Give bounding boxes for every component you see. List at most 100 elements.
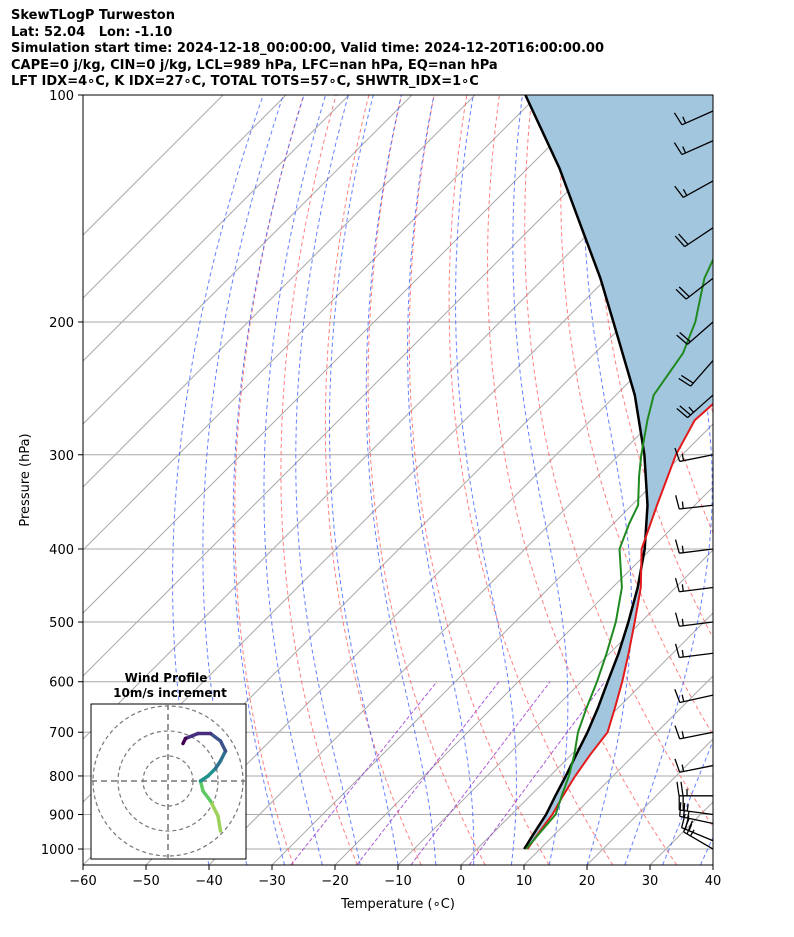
wind-barb-flag bbox=[680, 813, 686, 828]
wind-barb bbox=[675, 495, 714, 510]
dry-adiabat bbox=[524, 95, 713, 828]
wind-barb-staff bbox=[683, 831, 714, 850]
y-tick-label: 600 bbox=[49, 676, 74, 691]
isotherm-line bbox=[334, 486, 713, 865]
wind-barb-staff bbox=[679, 815, 714, 825]
wind-barb-half-flag bbox=[689, 829, 695, 837]
chart-title: SkewTLogP Turweston Lat: 52.04 Lon: -1.10… bbox=[11, 8, 604, 91]
wind-barb bbox=[676, 781, 713, 797]
isotherm-line bbox=[145, 297, 713, 865]
hodograph-trace-segment bbox=[206, 766, 218, 778]
y-tick-label: 900 bbox=[49, 809, 74, 824]
wind-barb-half-flag bbox=[682, 146, 687, 154]
moist-adiabat bbox=[232, 95, 305, 865]
wind-barb-flag bbox=[679, 802, 682, 817]
dewpoint-line bbox=[525, 257, 713, 850]
wind-barb-half-flag bbox=[681, 545, 684, 553]
x-tick-label: −50 bbox=[132, 874, 159, 889]
dry-adiabat bbox=[760, 95, 794, 865]
y-tick-label: 200 bbox=[49, 316, 74, 331]
wind-barb-flag bbox=[673, 142, 683, 155]
isotherm-line bbox=[83, 95, 224, 236]
dry-adiabat bbox=[280, 95, 358, 865]
isotherm-line bbox=[83, 95, 539, 551]
wind-barb-flag bbox=[674, 235, 686, 248]
wind-barb-staff bbox=[690, 360, 714, 387]
moist-adiabat bbox=[263, 95, 326, 865]
wind-barb-half-flag bbox=[681, 453, 685, 461]
wind-barb-flag bbox=[674, 689, 681, 703]
wind-barb-half-flag bbox=[686, 811, 690, 819]
isotherm-line bbox=[83, 95, 287, 299]
y-tick-label: 500 bbox=[49, 616, 74, 631]
wind-barb bbox=[674, 643, 714, 659]
wind-barb-flag bbox=[675, 495, 680, 510]
hodograph-trace-segment bbox=[218, 739, 228, 753]
wind-barb-flag bbox=[676, 781, 680, 796]
wind-barb-staff bbox=[679, 621, 714, 627]
title-line-location: Lat: 52.04 Lon: -1.10 bbox=[11, 24, 173, 40]
wind-barb-staff bbox=[682, 180, 714, 198]
wind-barb bbox=[674, 539, 714, 554]
title-line-indices-2: LFT IDX=4∘C, K IDX=27∘C, TOTAL TOTS=57∘C… bbox=[11, 74, 479, 89]
y-tick-label: 800 bbox=[49, 770, 74, 785]
isotherm-line bbox=[397, 549, 713, 865]
wind-barb-half-flag bbox=[681, 731, 685, 739]
wind-barb bbox=[674, 577, 714, 593]
wind-barb-staff bbox=[679, 586, 714, 593]
wind-barb-flag bbox=[674, 539, 680, 554]
x-tick-label: 20 bbox=[579, 874, 596, 889]
moist-adiabat bbox=[512, 95, 569, 865]
wind-barb bbox=[674, 180, 714, 198]
wind-barb-half-flag bbox=[688, 824, 693, 831]
dry-adiabat bbox=[487, 95, 678, 865]
wind-barb bbox=[673, 140, 714, 156]
wind-barb-flag bbox=[673, 112, 683, 126]
hodograph-trace-segment bbox=[181, 736, 188, 746]
wind-barb-flag bbox=[678, 286, 690, 298]
x-tick-label: −20 bbox=[321, 874, 348, 889]
y-tick-label: 700 bbox=[49, 726, 74, 741]
wind-barb-flag bbox=[676, 408, 689, 419]
wind-barb-staff bbox=[681, 110, 714, 126]
wind-barb-staff bbox=[687, 394, 714, 419]
title-line-station: SkewTLogP Turweston bbox=[11, 8, 175, 23]
wind-barb-flag bbox=[674, 447, 681, 462]
hodograph-trace-segment bbox=[218, 749, 228, 763]
wind-barb-flag bbox=[674, 643, 680, 658]
x-tick-label: −30 bbox=[258, 874, 285, 889]
wind-barb-flag bbox=[674, 577, 680, 592]
moist-adiabat bbox=[365, 95, 437, 865]
wind-barb-half-flag bbox=[681, 764, 685, 772]
isotherm-line bbox=[83, 95, 665, 677]
hodograph-trace-segment bbox=[216, 814, 223, 833]
wind-barb-staff bbox=[681, 827, 714, 842]
hodograph-trace-segment bbox=[183, 731, 200, 741]
wind-barb-staff bbox=[685, 277, 714, 300]
wind-barb-flag bbox=[674, 725, 681, 740]
wind-barb-half-flag bbox=[682, 116, 687, 124]
wind-barb-half-flag bbox=[682, 189, 688, 196]
isotherm-line bbox=[83, 95, 476, 488]
temperature-line bbox=[526, 402, 713, 850]
title-line-times: Simulation start time: 2024-12-18_00:00:… bbox=[11, 41, 604, 56]
wind-barb-staff bbox=[679, 548, 714, 554]
wind-barb-flag bbox=[674, 758, 681, 773]
wind-barb-flag bbox=[679, 405, 691, 416]
x-tick-label: 30 bbox=[642, 874, 659, 889]
inset-title: Wind Profile bbox=[125, 671, 208, 685]
hodograph-trace-segment bbox=[201, 789, 213, 803]
wind-barb bbox=[678, 795, 714, 816]
wind-barb-staff bbox=[679, 504, 714, 510]
dry-adiabat bbox=[324, 95, 422, 865]
wind-barb bbox=[683, 818, 714, 850]
wind-barb-half-flag bbox=[688, 406, 695, 413]
y-tick-label: 1000 bbox=[41, 843, 74, 858]
wind-barb-flag bbox=[678, 233, 689, 245]
moist-adiabat bbox=[202, 95, 284, 865]
isotherm-line bbox=[523, 675, 713, 865]
x-tick-label: −40 bbox=[195, 874, 222, 889]
wind-barb-staff bbox=[679, 652, 714, 659]
isotherm-line bbox=[83, 95, 413, 425]
